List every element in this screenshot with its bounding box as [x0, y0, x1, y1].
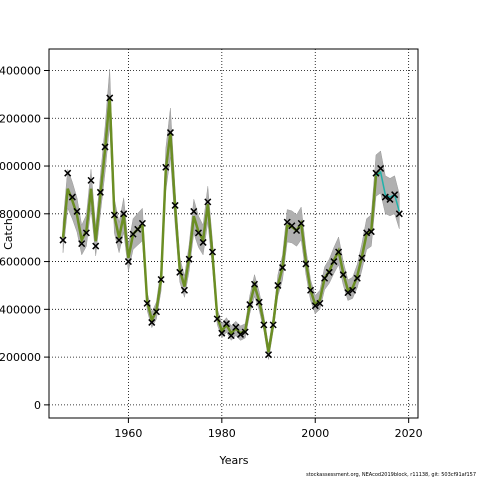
y-axis-title: Catch [2, 218, 15, 250]
y-tick-label: 800000 [0, 208, 41, 221]
observed-point [64, 169, 72, 177]
observed-point [274, 281, 282, 289]
observed-catch-markers [59, 94, 403, 359]
observed-point [68, 193, 76, 201]
observed-point [78, 240, 86, 248]
observed-point [124, 258, 132, 266]
observed-point [134, 225, 142, 233]
observed-point [82, 229, 90, 237]
observed-point [293, 226, 301, 235]
observed-point [59, 236, 67, 244]
observed-point [115, 236, 123, 244]
y-tick-label: 200000 [0, 351, 41, 364]
x-axis-ticks: 1960 1980 2000 2020 [114, 418, 423, 440]
x-tick-label: 1980 [208, 427, 236, 440]
observed-point [120, 210, 128, 218]
observed-point [138, 219, 146, 227]
y-axis-ticks: 0 200000 400000 600000 800000 1000000 1200000 1… [0, 64, 49, 412]
observed-point [339, 271, 347, 279]
observed-point [227, 332, 235, 340]
observed-point [241, 328, 249, 336]
observed-point [106, 94, 114, 102]
observed-point [381, 193, 389, 201]
observed-point [377, 164, 385, 172]
observed-point [232, 323, 240, 331]
observed-point [110, 211, 118, 219]
observed-point [367, 228, 375, 236]
observed-point [265, 351, 273, 359]
observed-point [236, 330, 245, 338]
observed-point [307, 286, 315, 294]
observed-point [344, 289, 352, 297]
observed-point [166, 129, 174, 137]
observed-point [335, 248, 343, 256]
y-tick-label: 1200000 [0, 112, 41, 125]
grid-lines [49, 49, 418, 418]
observed-point [330, 258, 338, 266]
observed-point [353, 274, 361, 282]
observed-point [194, 229, 202, 237]
observed-point [218, 329, 226, 337]
observed-point [204, 198, 212, 206]
observed-point [213, 315, 221, 323]
observed-point [171, 201, 179, 209]
observed-point [101, 143, 109, 151]
x-axis-title: Years [218, 454, 248, 467]
observed-point [391, 191, 399, 199]
x-tick-label: 2000 [301, 427, 329, 440]
observed-point [222, 320, 231, 328]
observed-point [297, 219, 305, 227]
observed-point [208, 248, 217, 256]
y-tick-label: 1000000 [0, 160, 41, 173]
observed-point [279, 264, 287, 272]
observed-point [162, 163, 170, 171]
observed-point [260, 321, 268, 329]
observed-point [96, 188, 104, 196]
observed-point [349, 286, 357, 294]
observed-point [176, 268, 184, 276]
observed-point [316, 299, 324, 307]
observed-point [269, 321, 277, 329]
y-tick-label: 400000 [0, 303, 41, 316]
y-tick-label: 600000 [0, 256, 41, 269]
observed-point [283, 218, 291, 226]
observed-point [325, 268, 333, 276]
observed-point [148, 318, 156, 326]
observed-point [246, 301, 254, 309]
observed-point [358, 254, 366, 262]
observed-point [199, 238, 207, 246]
observed-point [87, 176, 95, 184]
observed-point [185, 255, 193, 263]
y-tick-label: 1400000 [0, 64, 41, 77]
observed-point [152, 308, 160, 316]
observed-point [143, 299, 151, 307]
observed-point [190, 207, 198, 215]
x-tick-label: 1960 [114, 427, 142, 440]
observed-point [73, 207, 81, 215]
y-tick-label: 0 [34, 399, 41, 412]
x-tick-label: 2020 [395, 427, 423, 440]
observed-point [180, 286, 188, 294]
retrospective-tail-line [375, 170, 401, 212]
observed-point [302, 260, 310, 268]
observed-point [255, 298, 263, 306]
observed-point [250, 280, 259, 288]
plot-frame [48, 48, 419, 419]
footer-credit: stockassessment.org, NEAcod2019block, r1… [306, 472, 476, 478]
observed-point [311, 302, 319, 310]
observed-point [92, 242, 100, 250]
observed-point [321, 274, 329, 282]
observed-point [157, 275, 165, 284]
observed-point [395, 210, 403, 218]
